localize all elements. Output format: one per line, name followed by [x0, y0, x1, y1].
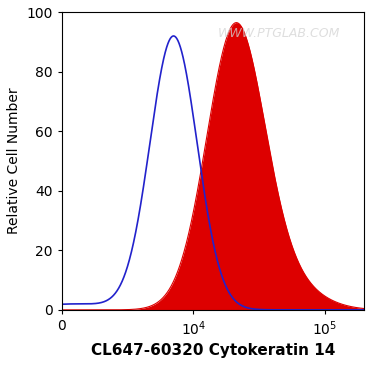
Y-axis label: Relative Cell Number: Relative Cell Number: [7, 88, 21, 234]
Text: WWW.PTGLAB.COM: WWW.PTGLAB.COM: [218, 27, 341, 40]
X-axis label: CL647-60320 Cytokeratin 14: CL647-60320 Cytokeratin 14: [91, 343, 335, 358]
